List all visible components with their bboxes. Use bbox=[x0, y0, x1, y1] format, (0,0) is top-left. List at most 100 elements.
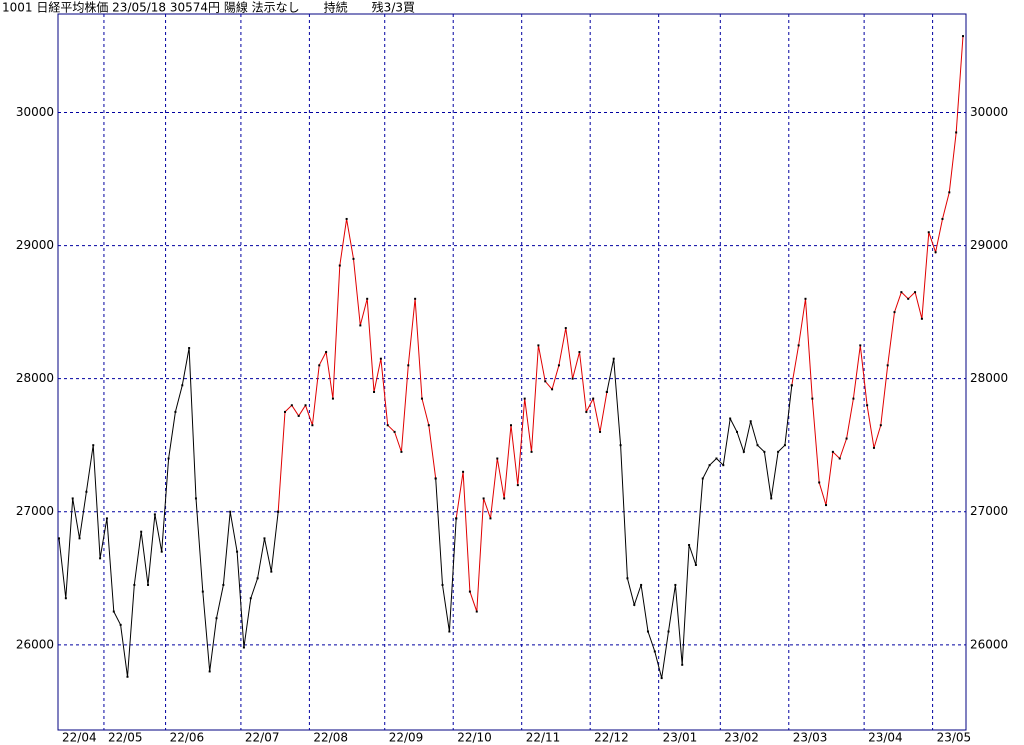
price-dot bbox=[927, 231, 930, 234]
price-dot bbox=[201, 590, 204, 593]
price-dot bbox=[831, 450, 834, 453]
price-dot bbox=[147, 583, 150, 586]
price-dot bbox=[297, 414, 300, 417]
price-dot bbox=[448, 630, 451, 633]
price-dot bbox=[407, 364, 410, 367]
price-dot bbox=[920, 317, 923, 320]
y-tick-label: 29000 bbox=[16, 238, 54, 252]
price-dot bbox=[119, 623, 122, 626]
price-dot bbox=[393, 430, 396, 433]
price-dot bbox=[742, 450, 745, 453]
price-dot bbox=[222, 583, 225, 586]
price-dot bbox=[955, 131, 958, 134]
price-dot bbox=[420, 397, 423, 400]
price-dot bbox=[503, 497, 506, 500]
price-dot bbox=[770, 497, 773, 500]
price-dot bbox=[325, 351, 328, 354]
price-dot bbox=[140, 530, 143, 533]
price-dot bbox=[825, 504, 828, 507]
price-dot bbox=[845, 437, 848, 440]
price-dot bbox=[605, 390, 608, 393]
price-dot bbox=[78, 537, 81, 540]
price-dot bbox=[852, 397, 855, 400]
price-dot bbox=[112, 610, 115, 613]
price-dot bbox=[811, 397, 814, 400]
x-tick-label: 23/01 bbox=[663, 731, 698, 745]
price-dot bbox=[537, 344, 540, 347]
price-dot bbox=[345, 217, 348, 220]
price-dot bbox=[653, 650, 656, 653]
price-dot bbox=[907, 297, 910, 300]
y-tick-label: 26000 bbox=[16, 637, 54, 651]
price-dot bbox=[866, 404, 869, 407]
price-dot bbox=[585, 410, 588, 413]
price-dot bbox=[414, 297, 417, 300]
price-dot bbox=[948, 191, 951, 194]
y-tick-label: 28000 bbox=[16, 371, 54, 385]
price-dot bbox=[181, 384, 184, 387]
price-dot bbox=[194, 497, 197, 500]
y-tick-label: 27000 bbox=[16, 504, 54, 518]
price-dot bbox=[688, 544, 691, 547]
y-tick-label-right: 28000 bbox=[970, 371, 1008, 385]
price-dot bbox=[557, 364, 560, 367]
price-dot bbox=[304, 404, 307, 407]
price-dot bbox=[667, 630, 670, 633]
price-dot bbox=[366, 297, 369, 300]
price-dot bbox=[886, 364, 889, 367]
x-tick-label: 22/06 bbox=[170, 731, 205, 745]
price-dot bbox=[934, 251, 937, 254]
price-dot bbox=[290, 404, 293, 407]
price-dot bbox=[215, 617, 218, 620]
price-dot bbox=[167, 457, 170, 460]
price-dot bbox=[174, 410, 177, 413]
price-dot bbox=[694, 563, 697, 566]
price-dot bbox=[564, 327, 567, 330]
price-dot bbox=[242, 646, 245, 649]
price-dot bbox=[763, 450, 766, 453]
price-dot bbox=[551, 388, 554, 391]
price-dot bbox=[105, 517, 108, 520]
price-dot bbox=[400, 450, 403, 453]
x-tick-label: 22/11 bbox=[526, 731, 561, 745]
price-dot bbox=[475, 610, 478, 613]
x-tick-label: 22/05 bbox=[108, 731, 143, 745]
price-dot bbox=[722, 464, 725, 467]
price-dot bbox=[660, 677, 663, 680]
price-dot bbox=[674, 583, 677, 586]
price-dot bbox=[468, 590, 471, 593]
price-dot bbox=[544, 380, 547, 383]
x-tick-label: 22/12 bbox=[594, 731, 629, 745]
price-dot bbox=[640, 583, 643, 586]
price-dot bbox=[749, 420, 752, 423]
price-dot bbox=[92, 444, 95, 447]
price-dot bbox=[427, 424, 430, 427]
price-dot bbox=[256, 577, 259, 580]
price-dot bbox=[523, 397, 526, 400]
chart-title: 1001 日経平均株価 23/05/18 30574円 陽線 法示なし 持続 残… bbox=[2, 0, 415, 15]
price-dot bbox=[592, 397, 595, 400]
price-dot bbox=[619, 444, 622, 447]
price-dot bbox=[872, 446, 875, 449]
price-dot bbox=[962, 35, 964, 38]
price-dot bbox=[838, 457, 841, 460]
price-dot bbox=[263, 537, 266, 540]
price-dot bbox=[153, 513, 156, 516]
x-tick-label: 22/10 bbox=[457, 731, 492, 745]
y-tick-label-right: 29000 bbox=[970, 238, 1008, 252]
price-dot bbox=[462, 470, 465, 473]
price-dot bbox=[914, 291, 917, 294]
price-dot bbox=[284, 410, 286, 413]
price-dot bbox=[208, 670, 211, 673]
price-dot bbox=[736, 430, 738, 433]
price-dot bbox=[160, 550, 163, 553]
price-dot bbox=[229, 510, 232, 513]
price-dot bbox=[516, 484, 519, 487]
price-dot bbox=[441, 583, 444, 586]
price-dot bbox=[893, 311, 896, 314]
price-dot bbox=[859, 344, 862, 347]
y-tick-label-right: 27000 bbox=[970, 504, 1008, 518]
x-tick-label: 22/08 bbox=[313, 731, 348, 745]
price-dot bbox=[133, 583, 136, 586]
